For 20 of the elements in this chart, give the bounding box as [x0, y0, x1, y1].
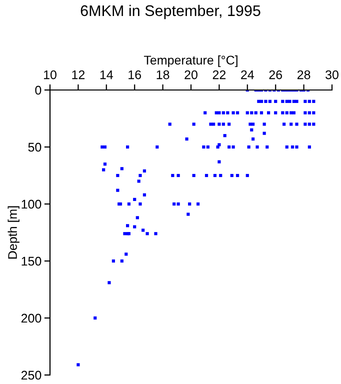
- y-tick-label: 50: [28, 142, 42, 152]
- x-axis-title: Temperature [°C]: [144, 55, 238, 68]
- x-tick-label: 10: [44, 70, 56, 80]
- chart-title: 6MKM in September, 1995: [80, 4, 260, 20]
- y-tick-label: 250: [21, 370, 42, 380]
- x-tick-label: 26: [269, 70, 282, 80]
- x-tick-label: 18: [156, 70, 170, 80]
- y-tick-label: 100: [22, 200, 42, 209]
- y-axis-title: Depth [m]: [8, 206, 20, 259]
- x-tick-label: 28: [297, 70, 310, 80]
- x-tick-label: 12: [72, 70, 85, 80]
- x-tick-label: 16: [128, 70, 142, 80]
- x-tick-label: 22: [212, 70, 226, 80]
- x-tick-label: 24: [241, 70, 254, 80]
- y-tick-label: 0: [35, 86, 42, 95]
- y-tick-label: 150: [22, 256, 42, 266]
- y-tick-label: 200: [21, 314, 42, 323]
- x-tick-label: 20: [184, 70, 198, 80]
- x-tick-label: 30: [326, 70, 338, 80]
- x-tick-label: 14: [100, 70, 113, 80]
